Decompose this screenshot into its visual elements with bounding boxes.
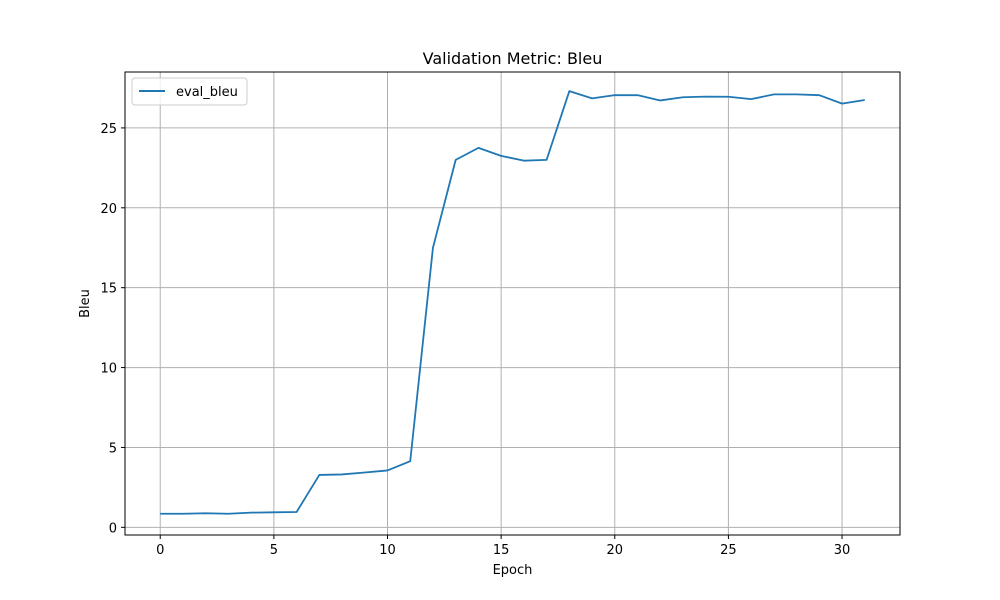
data-point-23 <box>682 96 684 98</box>
data-point-15 <box>500 155 502 157</box>
y-tick-label-10: 10 <box>100 362 117 377</box>
data-point-5 <box>273 511 275 513</box>
data-point-31 <box>864 99 866 101</box>
grid <box>125 72 900 535</box>
series-layer <box>159 90 866 515</box>
data-point-26 <box>750 98 752 100</box>
y-tick-label-20: 20 <box>100 202 117 217</box>
x-tick-label-0: 0 <box>156 543 164 558</box>
data-point-11 <box>409 460 411 462</box>
data-point-18 <box>568 90 570 92</box>
data-point-12 <box>432 247 434 249</box>
data-point-25 <box>727 96 729 98</box>
y-axis-label: Bleu <box>78 289 93 318</box>
chart-title: Validation Metric: Bleu <box>423 49 603 68</box>
data-point-7 <box>318 474 320 476</box>
legend: eval_bleu <box>131 77 248 106</box>
x-tick-label-25: 25 <box>720 543 737 558</box>
axis-ticks: 0 5 10 15 20 25 30 0 5 10 15 20 25 <box>100 122 850 558</box>
data-point-4 <box>250 512 252 514</box>
data-point-13 <box>455 159 457 161</box>
y-tick-label-15: 15 <box>100 282 117 297</box>
data-point-1 <box>182 513 184 515</box>
data-point-8 <box>341 473 343 475</box>
data-point-19 <box>591 97 593 99</box>
data-point-3 <box>227 513 229 515</box>
data-point-30 <box>841 103 843 105</box>
legend-label-eval-bleu: eval_bleu <box>176 85 238 100</box>
data-point-27 <box>773 93 775 95</box>
x-tick-label-15: 15 <box>493 543 510 558</box>
legend-box <box>131 77 248 106</box>
data-point-0 <box>159 513 161 515</box>
plot-area-frame <box>124 71 901 536</box>
data-point-10 <box>387 469 389 471</box>
data-point-6 <box>296 511 298 513</box>
data-point-14 <box>477 147 479 149</box>
data-point-17 <box>546 159 548 161</box>
x-tick-label-5: 5 <box>270 543 278 558</box>
data-point-2 <box>205 512 207 514</box>
y-tick-label-5: 5 <box>109 441 117 456</box>
y-tick-label-0: 0 <box>109 521 117 536</box>
data-point-20 <box>614 94 616 96</box>
data-point-28 <box>796 93 798 95</box>
data-point-21 <box>637 94 639 96</box>
x-tick-label-10: 10 <box>379 543 396 558</box>
x-tick-label-20: 20 <box>606 543 623 558</box>
data-point-9 <box>364 472 366 474</box>
y-tick-label-25: 25 <box>100 122 117 137</box>
series-line-eval_bleu <box>160 90 865 515</box>
data-point-29 <box>818 94 820 96</box>
data-point-24 <box>705 96 707 98</box>
x-tick-label-30: 30 <box>834 543 851 558</box>
data-point-16 <box>523 160 525 162</box>
data-point-22 <box>659 99 661 101</box>
x-axis-label: Epoch <box>493 563 533 578</box>
